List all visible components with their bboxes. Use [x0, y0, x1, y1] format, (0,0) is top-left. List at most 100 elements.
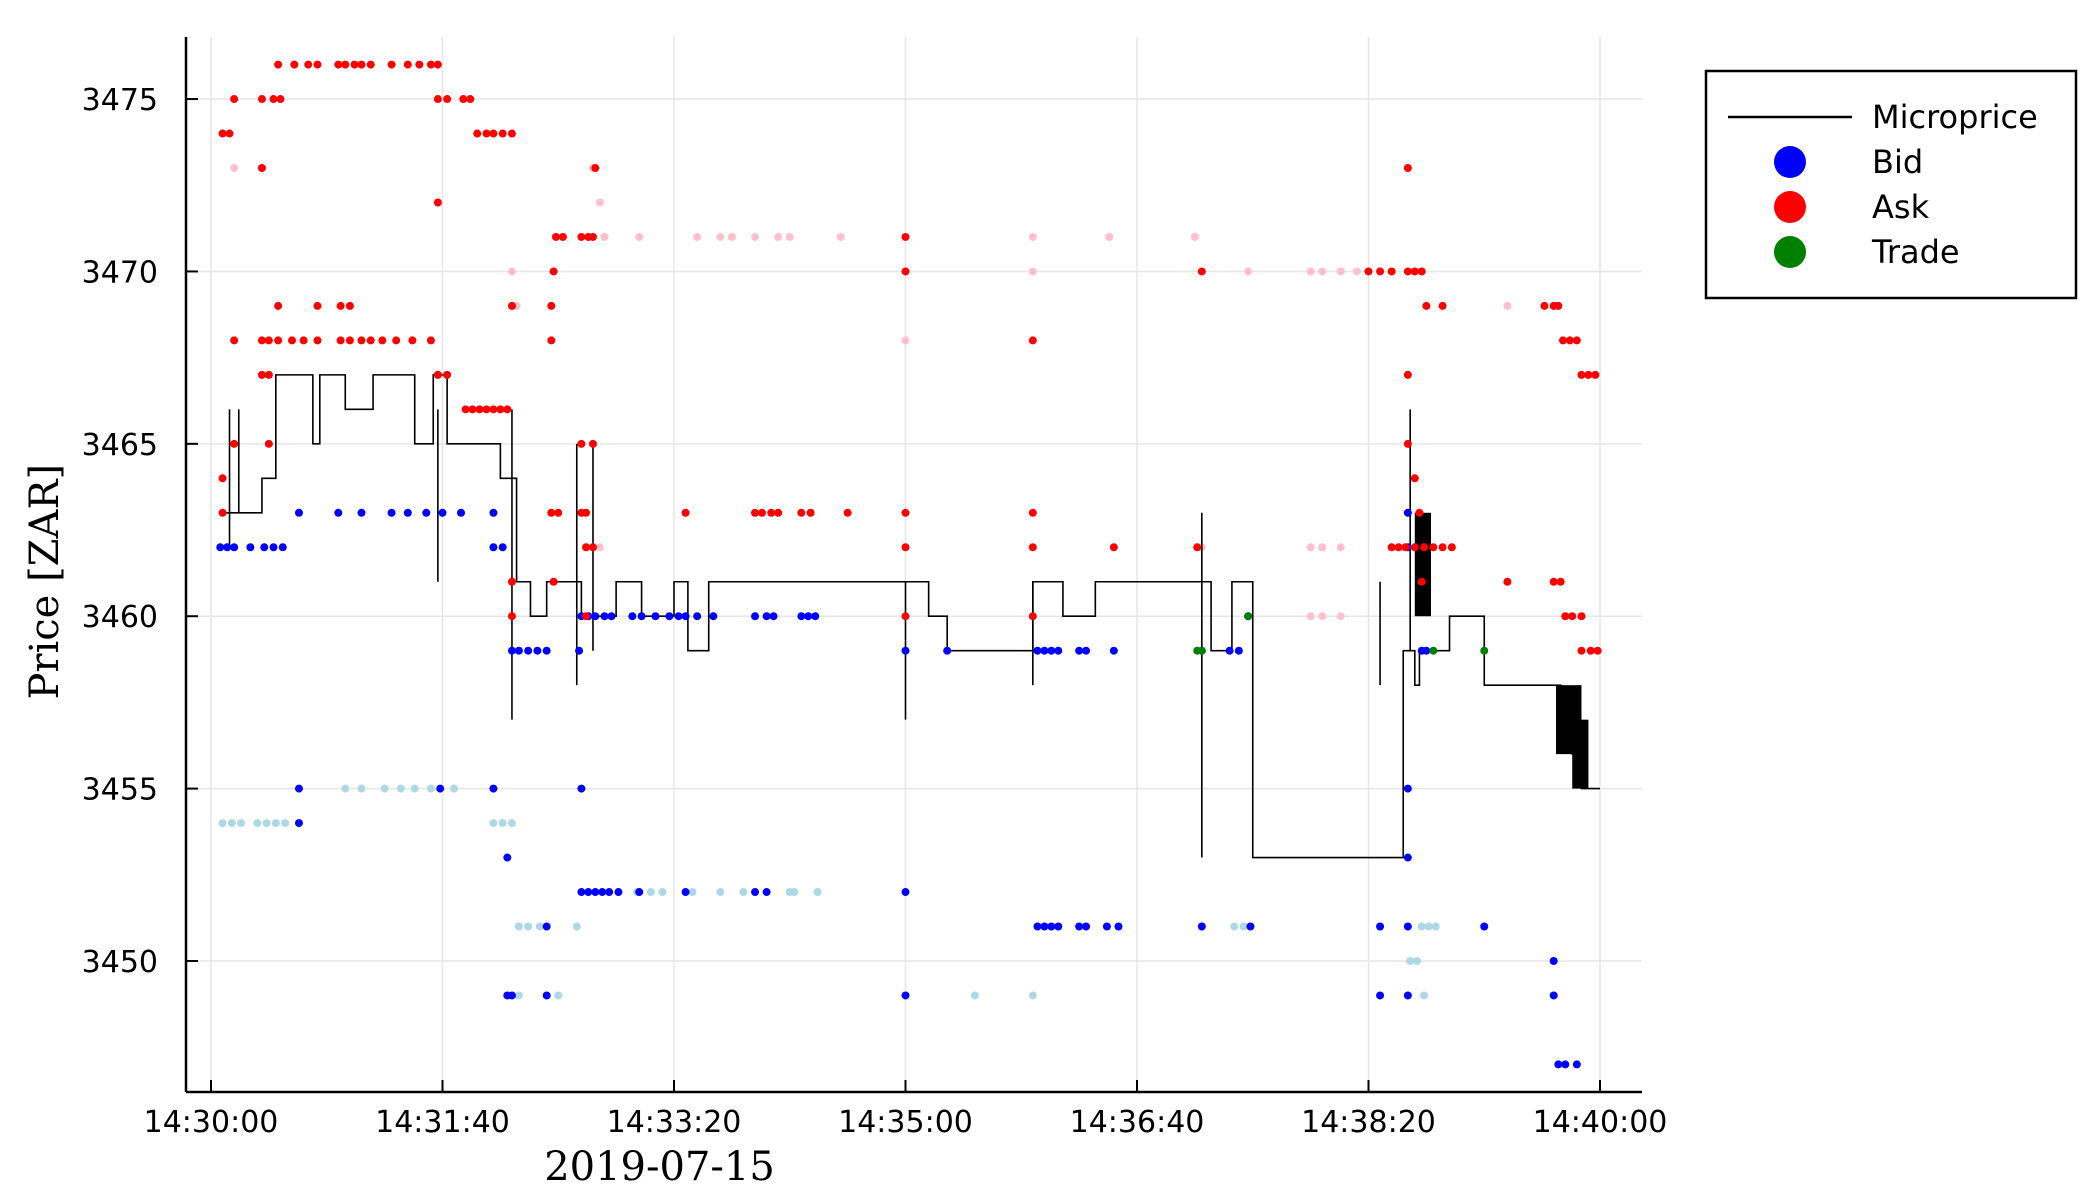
bid-point	[1225, 646, 1234, 655]
ask-point	[345, 301, 354, 310]
ask-point	[549, 267, 558, 276]
ask-point	[558, 232, 567, 241]
bid-point	[605, 888, 614, 897]
bid-point	[591, 612, 600, 621]
ask-point	[230, 439, 239, 448]
bid-point	[693, 612, 702, 621]
bid-depth-point	[262, 819, 271, 828]
ask-point	[230, 95, 239, 104]
ask-point	[218, 474, 227, 483]
ask-point	[507, 612, 516, 621]
ask-point	[489, 405, 498, 414]
bid-point	[1047, 922, 1056, 931]
bid-point	[294, 784, 303, 793]
bid-depth-point	[813, 888, 822, 897]
ask-point	[408, 336, 417, 345]
ask-point	[1193, 543, 1202, 552]
bid-point	[422, 508, 431, 517]
bid-point	[598, 888, 607, 897]
bid-point	[1033, 922, 1042, 931]
ask-depth-point	[1306, 267, 1315, 276]
ask-depth-point	[1503, 301, 1512, 310]
bid-depth-point	[227, 819, 236, 828]
ask-point	[843, 508, 852, 517]
x-tick-label: 14:33:20	[607, 1105, 742, 1140]
ask-point	[901, 232, 910, 241]
ask-point	[1568, 612, 1577, 621]
bid-depth-point	[253, 819, 262, 828]
ask-depth-point	[1336, 612, 1345, 621]
bid-point	[1082, 922, 1091, 931]
ask-point	[392, 336, 401, 345]
bid-point	[1040, 646, 1049, 655]
ask-point	[218, 129, 227, 138]
bid-depth-point	[218, 819, 227, 828]
ask-point	[1572, 336, 1581, 345]
bid-depth-point	[646, 888, 655, 897]
ask-point	[582, 612, 591, 621]
legend-dot-swatch	[1774, 236, 1806, 268]
bid-point	[1403, 922, 1412, 931]
ask-depth-point	[774, 232, 783, 241]
ask-point	[1401, 543, 1410, 552]
bid-depth-point	[1239, 922, 1248, 931]
bid-point	[681, 612, 690, 621]
bid-depth-point	[514, 991, 523, 1000]
ask-point	[1549, 577, 1558, 586]
bid-point	[357, 508, 366, 517]
bid-point	[269, 543, 278, 552]
bid-point	[591, 888, 600, 897]
bid-point	[681, 888, 690, 897]
ask-point	[681, 508, 690, 517]
bid-point	[223, 543, 232, 552]
ask-point	[507, 577, 516, 586]
bid-point	[1403, 508, 1412, 517]
microprice-band	[1414, 512, 1432, 617]
ask-point	[1577, 612, 1586, 621]
ask-point	[1503, 577, 1512, 586]
ask-point	[1565, 336, 1574, 345]
x-tick-label: 14:40:00	[1533, 1105, 1668, 1140]
bid-point	[614, 888, 623, 897]
ask-point	[264, 336, 273, 345]
ask-point	[797, 508, 806, 517]
bid-point	[294, 508, 303, 517]
ask-depth-point	[507, 267, 516, 276]
bid-point	[709, 612, 718, 621]
bid-point	[1109, 646, 1118, 655]
y-axis-title: Price [ZAR]	[22, 464, 68, 700]
bid-depth-point	[1413, 956, 1422, 965]
bid-point	[489, 784, 498, 793]
bid-point	[628, 612, 637, 621]
ask-depth-point	[230, 164, 239, 173]
bid-point	[1376, 991, 1385, 1000]
bid-point	[1549, 991, 1558, 1000]
bid-point	[507, 991, 516, 1000]
bid-depth-point	[380, 784, 389, 793]
bid-point	[524, 646, 533, 655]
bid-point	[1561, 1060, 1570, 1069]
ask-point	[482, 405, 491, 414]
ask-depth-point	[635, 232, 644, 241]
bid-depth-point	[341, 784, 350, 793]
bid-depth-point	[281, 819, 290, 828]
ask-point	[1410, 543, 1419, 552]
ask-point	[257, 95, 266, 104]
bid-point	[542, 991, 551, 1000]
ask-point	[1028, 543, 1037, 552]
ask-point	[336, 301, 345, 310]
ask-point	[1403, 164, 1412, 173]
bid-depth-point	[507, 819, 516, 828]
ask-point	[1028, 612, 1037, 621]
ask-point	[582, 508, 591, 517]
ask-point	[503, 405, 512, 414]
bid-point	[542, 922, 551, 931]
bid-point	[1403, 991, 1412, 1000]
ask-point	[276, 95, 285, 104]
ask-point	[1558, 336, 1567, 345]
ask-point	[443, 95, 452, 104]
ask-point	[264, 370, 273, 379]
bid-depth-point	[1424, 922, 1433, 931]
ask-point	[313, 60, 322, 69]
